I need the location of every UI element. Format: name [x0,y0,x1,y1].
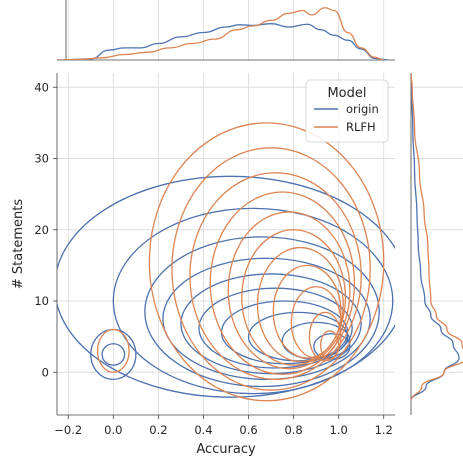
x-tick-labels: −0.2 0.0 0.2 0.4 0.6 0.8 1.0 1.2 [54,415,393,437]
x-tick-label: 0.2 [149,423,167,437]
y-tick-label: 30 [34,152,49,166]
legend-label-origin: origin [346,102,379,116]
legend: Model origin RLFH [305,79,389,143]
top-marginal-grid [67,0,385,60]
contour-rlfh-7 [272,264,342,359]
x-tick-label: 0.8 [284,423,302,437]
contour-rlfh-10 [319,330,340,361]
x-tick-label: −0.2 [54,423,82,437]
top-marginal-origin [57,23,389,60]
x-tick-label: 1.0 [330,423,348,437]
top-marginal-panel [57,0,395,61]
contour-origin-6 [220,300,349,365]
contour-origin-2 [144,236,380,388]
x-tick-label: 0.6 [239,423,257,437]
y-tick-label: 40 [34,80,49,94]
contour-rlfh-0 [148,122,385,402]
x-tick-label: 0.0 [104,423,122,437]
contour-rlfh-5 [241,229,347,366]
top-marginal-rlfh [57,7,384,60]
contour-origin-3 [162,257,371,381]
y-axis-label: # Statements [11,199,26,289]
right-marginal-rlfh [411,73,463,401]
contour-rlfh-4 [227,211,351,370]
contour-origin-11 [101,343,126,366]
contour-rlfh-11 [96,328,130,373]
legend-title: Model [327,86,366,101]
x-tick-label: 0.4 [194,423,212,437]
contour-rlfh-1 [171,147,371,391]
contour-rlfh-9 [308,311,342,362]
kde-contours [57,122,395,402]
right-marginal-panel [410,73,463,415]
main-plot-panel: −0.2 0.0 0.2 0.4 0.6 0.8 1.0 1.2 0 10 20 30 40 Accu… [11,73,395,457]
y-tick-labels: 0 10 20 30 40 [34,80,57,379]
contour-rlfh-2 [189,172,362,381]
x-tick-label: 1.2 [375,423,393,437]
right-marginal-grid [411,86,463,373]
contour-origin-8 [281,321,351,361]
y-tick-label: 10 [34,294,49,308]
top-marginal-curves [57,7,389,60]
contour-origin-1 [112,207,394,395]
contour-origin-5 [198,287,353,369]
y-tick-label: 0 [42,365,49,379]
legend-label-rlfh: RLFH [346,120,376,134]
contour-rlfh-8 [290,286,342,359]
right-marginal-origin [411,73,460,401]
legend-entries: origin RLFH [314,102,379,134]
contour-rlfh-6 [256,246,344,363]
x-axis-label: Accuracy [196,442,256,457]
y-tick-label: 20 [34,223,49,237]
right-marginal-curves [411,73,463,401]
contour-origin-0 [57,175,395,398]
contour-rlfh-3 [209,191,356,376]
